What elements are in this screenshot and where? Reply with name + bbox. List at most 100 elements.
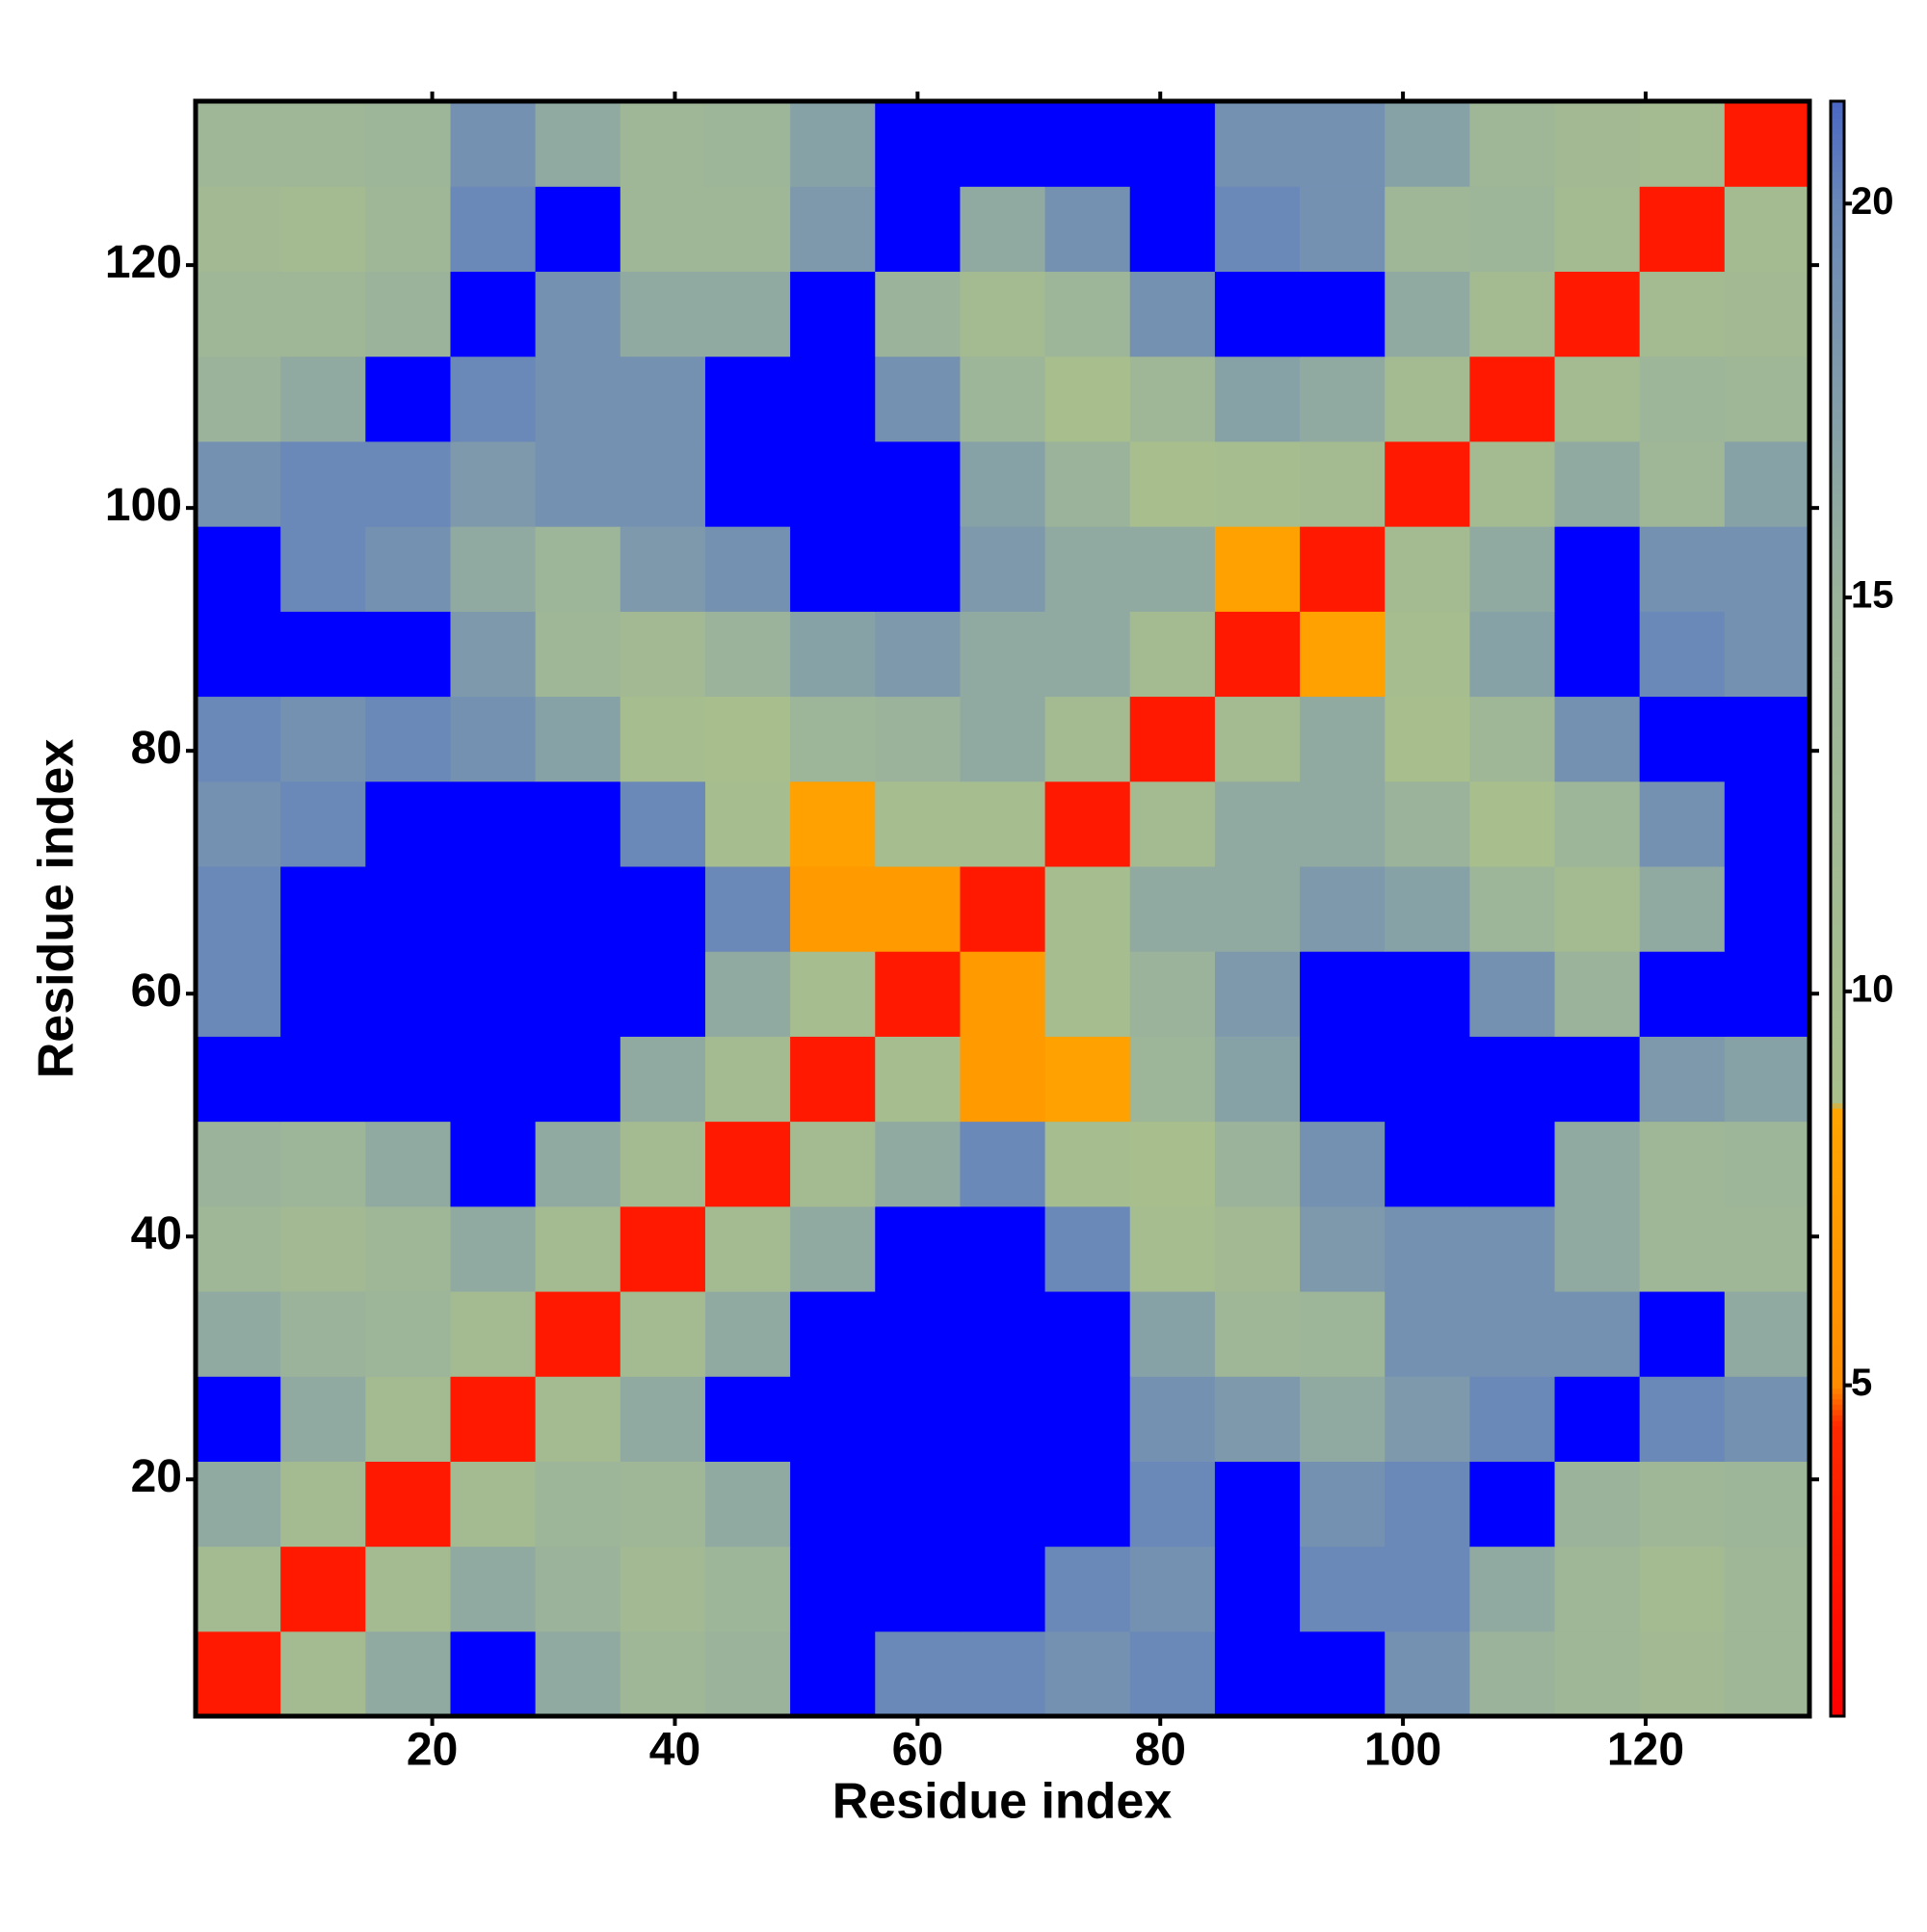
heatmap-cell	[790, 1461, 876, 1548]
heatmap-cell	[704, 356, 791, 442]
heatmap-cell	[1385, 696, 1470, 782]
heatmap-cell	[280, 271, 366, 357]
heatmap-cell	[280, 781, 366, 867]
colorbar-segment	[1831, 876, 1844, 883]
colorbar-segment	[1831, 176, 1844, 183]
colorbar-segment	[1831, 699, 1844, 705]
colorbar-segment	[1831, 1673, 1844, 1680]
heatmap-cell	[1639, 696, 1726, 782]
heatmap-cell	[1385, 1376, 1470, 1462]
heatmap-cell	[450, 1205, 537, 1292]
heatmap-cell	[704, 781, 791, 867]
heatmap-cell	[1385, 1630, 1470, 1717]
colorbar-segment	[1831, 860, 1844, 867]
colorbar-segment	[1831, 1608, 1844, 1615]
heatmap-cell	[1129, 101, 1216, 187]
heatmap-cell	[1554, 440, 1641, 527]
heatmap-cell	[1469, 1461, 1556, 1548]
heatmap-cell	[1724, 1376, 1810, 1462]
colorbar-segment	[1831, 1242, 1844, 1249]
colorbar-segment	[1831, 892, 1844, 899]
colorbar-segment	[1831, 946, 1844, 953]
colorbar-segment	[1831, 774, 1844, 781]
colorbar-segment	[1831, 855, 1844, 861]
colorbar-segment	[1831, 752, 1844, 759]
colorbar-segment	[1831, 257, 1844, 264]
heatmap-cell	[960, 356, 1046, 442]
heatmap-cell	[450, 611, 537, 698]
colorbar-segment	[1831, 817, 1844, 824]
colorbar-segment	[1831, 122, 1844, 129]
heatmap-cell	[1469, 1036, 1556, 1123]
heatmap-cell	[790, 1546, 876, 1632]
heatmap-cell	[1554, 1205, 1641, 1292]
heatmap-cell	[1469, 951, 1556, 1037]
colorbar-segment	[1831, 214, 1844, 221]
colorbar-segment	[1831, 478, 1844, 485]
colorbar-segment	[1831, 537, 1844, 543]
colorbar-segment	[1831, 1016, 1844, 1023]
heatmap-cell	[960, 1290, 1046, 1377]
colorbar-segment	[1831, 1575, 1844, 1583]
heatmap-cell	[535, 356, 621, 442]
colorbar-segment	[1831, 251, 1844, 258]
colorbar-segment	[1831, 1038, 1844, 1045]
heatmap-cell	[450, 1630, 537, 1717]
colorbar-segment	[1831, 903, 1844, 910]
colorbar-segment	[1831, 1258, 1844, 1265]
heatmap-cell	[790, 1205, 876, 1292]
colorbar-segment	[1831, 262, 1844, 269]
heatmap-cell	[1385, 1546, 1470, 1632]
colorbar-segment	[1831, 1118, 1844, 1125]
heatmap-cell	[620, 951, 706, 1037]
heatmap-cell	[1469, 1121, 1556, 1207]
heatmap-cell	[1724, 1461, 1810, 1548]
heatmap-cell	[196, 526, 281, 612]
heatmap-cell	[1724, 526, 1810, 612]
heatmap-cell	[1639, 1290, 1726, 1377]
heatmap-cell	[1044, 186, 1131, 273]
colorbar-segment	[1831, 1694, 1844, 1702]
colorbar-segment	[1831, 310, 1844, 318]
heatmap-cell	[1214, 1036, 1301, 1123]
colorbar-segment	[1831, 957, 1844, 964]
heatmap-cell	[960, 440, 1046, 527]
heatmap-cell	[1469, 271, 1556, 357]
heatmap-cell	[280, 1376, 366, 1462]
heatmap-cell	[196, 186, 281, 273]
colorbar-segment	[1831, 1436, 1844, 1442]
colorbar-segment	[1831, 1151, 1844, 1157]
heatmap-cell	[535, 440, 621, 527]
colorbar-segment	[1831, 510, 1844, 516]
heatmap-cell	[535, 271, 621, 357]
colorbar-segment	[1831, 429, 1844, 437]
heatmap-cell	[535, 186, 621, 273]
colorbar-segment	[1831, 1452, 1844, 1459]
colorbar-segment	[1831, 154, 1844, 162]
colorbar-segment	[1831, 273, 1844, 280]
colorbar-segment	[1831, 801, 1844, 807]
colorbar-segment	[1831, 828, 1844, 834]
heatmap-cell	[1044, 1205, 1131, 1292]
heatmap-cell	[1214, 101, 1301, 187]
heatmap-cell	[620, 1036, 706, 1123]
heatmap-cell	[875, 865, 962, 952]
colorbar-segment	[1831, 1070, 1844, 1076]
colorbar-segment	[1831, 505, 1844, 512]
heatmap-cell	[196, 271, 281, 357]
colorbar-segment	[1831, 516, 1844, 522]
colorbar-segment	[1831, 1194, 1844, 1201]
heatmap-cell	[365, 186, 452, 273]
colorbar-segment	[1831, 999, 1844, 1007]
heatmap-cell	[1129, 1205, 1216, 1292]
heatmap-cell	[535, 1630, 621, 1717]
colorbar-segment	[1831, 967, 1844, 974]
colorbar-segment	[1831, 1178, 1844, 1184]
colorbar-segment	[1831, 1554, 1844, 1561]
heatmap-cell	[1385, 1205, 1470, 1292]
heatmap-cell	[875, 356, 962, 442]
colorbar-segment	[1831, 1457, 1844, 1465]
heatmap-cell	[704, 101, 791, 187]
colorbar-segment	[1831, 1484, 1844, 1492]
heatmap-cell	[790, 101, 876, 187]
